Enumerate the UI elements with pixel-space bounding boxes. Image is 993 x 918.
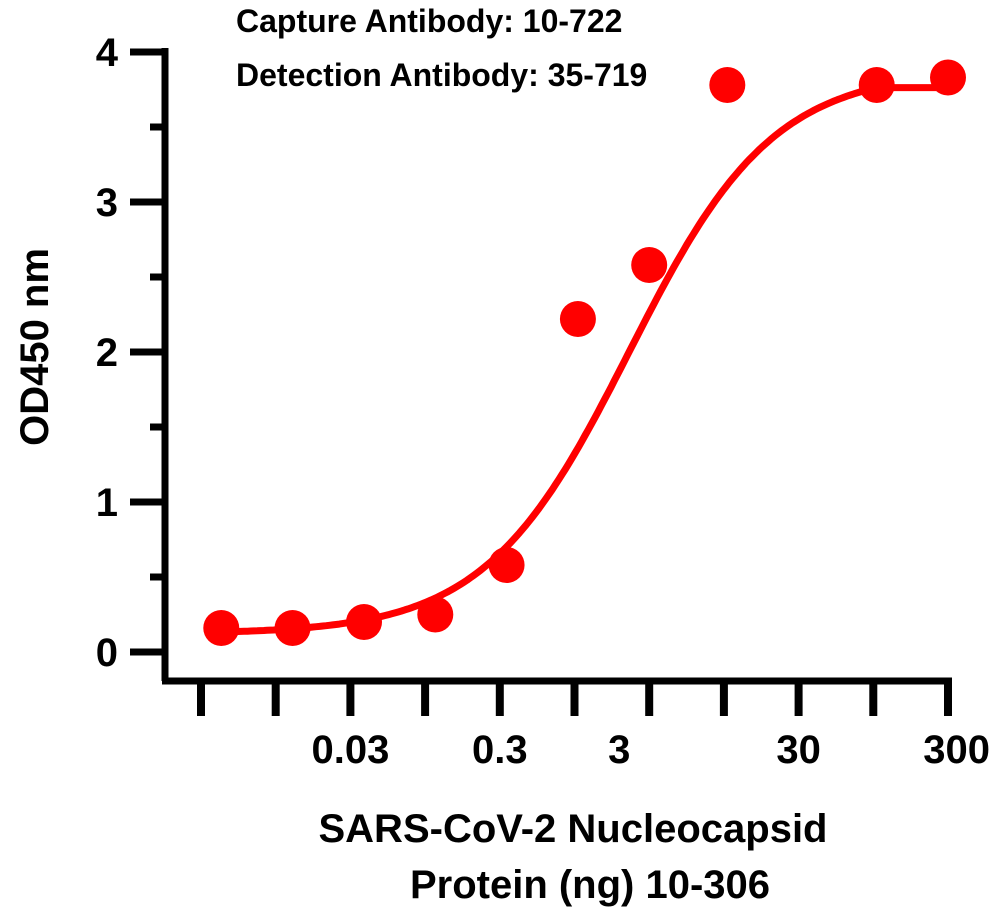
chart-title: Capture Antibody: 10-722 Detection Antib…	[236, 3, 647, 93]
x-tick-label: 300	[923, 728, 990, 772]
x-ticks: 0.03 0.3 3 30 300	[197, 681, 990, 772]
data-points	[203, 59, 966, 646]
data-point	[631, 247, 668, 283]
chart-title-line-1: Capture Antibody: 10-722	[236, 3, 622, 39]
chart-title-line-2: Detection Antibody: 35-719	[236, 57, 647, 93]
data-point	[559, 301, 596, 337]
data-point	[709, 67, 746, 103]
fit-curve	[217, 84, 952, 636]
data-point	[274, 610, 311, 646]
x-axis-label-line-2: Protein (ng) 10-306	[410, 863, 770, 907]
data-point	[203, 610, 240, 646]
data-point	[346, 604, 383, 640]
y-tick-label: 0	[96, 631, 118, 675]
data-point	[488, 547, 525, 583]
x-tick-label: 3	[608, 728, 630, 772]
y-axis-label: OD450 nm	[13, 248, 57, 446]
data-point	[417, 596, 454, 633]
x-tick-label: 30	[776, 728, 821, 772]
y-tick-label: 2	[96, 331, 118, 375]
x-tick-label: 0.3	[472, 728, 528, 772]
y-tick-label: 4	[96, 31, 119, 75]
data-point	[858, 67, 895, 103]
x-axis-label: SARS-CoV-2 Nucleocapsid Protein (ng) 10-…	[318, 807, 827, 907]
axes	[161, 48, 952, 685]
y-tick-label: 3	[96, 181, 118, 225]
data-point	[930, 59, 966, 96]
y-ticks: 0 1 2 3 4	[96, 31, 165, 675]
y-tick-label: 1	[96, 481, 118, 525]
x-tick-label: 0.03	[311, 728, 389, 772]
x-axis-label-line-1: SARS-CoV-2 Nucleocapsid	[318, 807, 827, 851]
